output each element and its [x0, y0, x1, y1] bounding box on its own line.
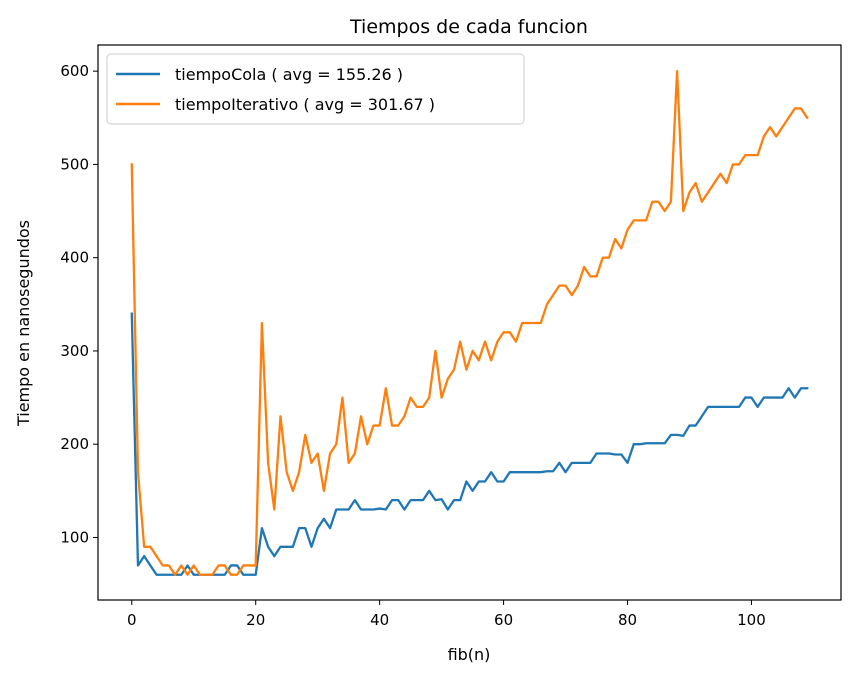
legend-entry-tiempo-iterativo: tiempoIterativo ( avg = 301.67 )	[175, 95, 435, 114]
series-line-tiempocola	[130, 312, 809, 576]
series-layer	[130, 70, 809, 576]
y-tick-label: 100	[60, 528, 89, 546]
x-tick-label: 80	[618, 611, 637, 629]
chart-title: Tiempos de cada funcion	[349, 16, 588, 38]
x-tick-label: 60	[494, 611, 513, 629]
plot-frame	[97, 44, 842, 601]
y-axis-label: Tiempo en nanosegundos	[14, 220, 33, 427]
y-tick-label: 500	[60, 155, 89, 173]
x-tick-label: 40	[370, 611, 389, 629]
legend-box	[106, 53, 525, 125]
legend: tiempoCola ( avg = 155.26 ) tiempoIterat…	[106, 53, 525, 125]
x-axis-label: fib(n)	[448, 645, 491, 664]
x-tick-label: 0	[127, 611, 137, 629]
x-axis: 0 20 40 60 80 100	[127, 600, 766, 629]
legend-entry-tiempo-cola: tiempoCola ( avg = 155.26 )	[175, 65, 403, 84]
y-tick-label: 200	[60, 435, 89, 453]
y-tick-label: 400	[60, 249, 89, 267]
plot-area: 0 20 40 60 80 100 100 200 300 400 500 600	[60, 44, 842, 629]
x-tick-label: 20	[246, 611, 265, 629]
x-tick-label: 100	[737, 611, 766, 629]
series-line-tiempoiterativo	[130, 70, 809, 576]
y-tick-label: 600	[60, 62, 89, 80]
y-axis: 100 200 300 400 500 600	[60, 62, 98, 546]
y-tick-label: 300	[60, 342, 89, 360]
